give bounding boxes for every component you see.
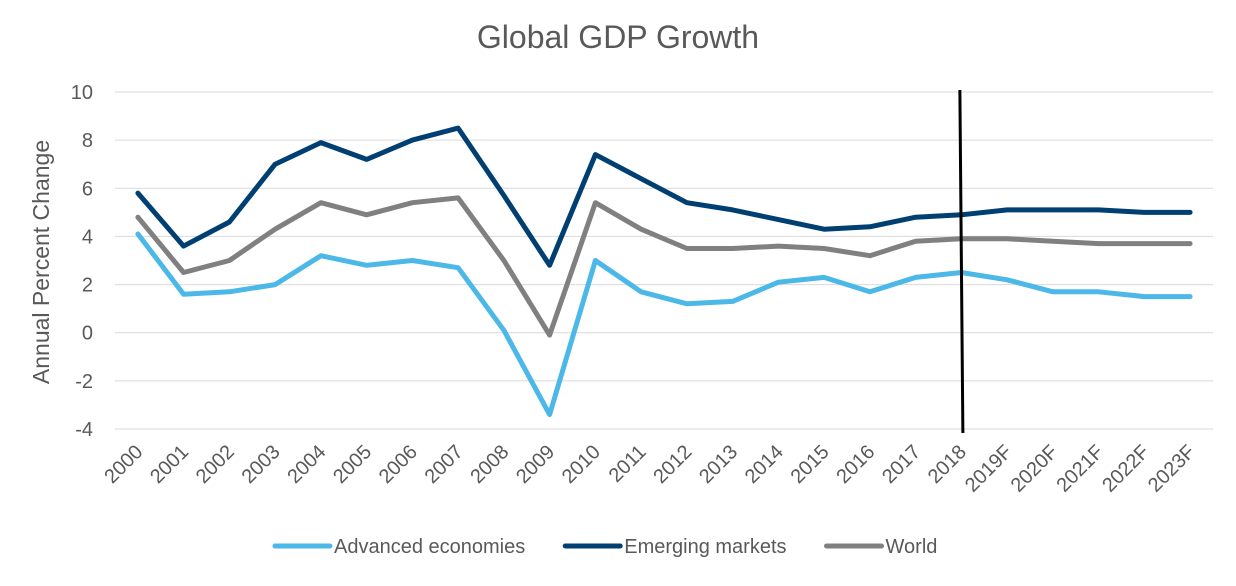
legend-label: World	[886, 536, 938, 558]
x-tick-label: 2002	[192, 441, 239, 488]
x-tick-label: 2003	[238, 441, 285, 488]
x-tick-label: 2014	[741, 441, 788, 488]
legend-label: Advanced economies	[334, 536, 525, 558]
y-tick-label: 10	[71, 82, 93, 104]
annotations	[958, 89, 965, 434]
legend: Advanced economies Emerging markets World	[272, 536, 938, 558]
y-tick-label: -2	[75, 371, 93, 393]
series-line-world	[135, 195, 1193, 338]
y-tick-label: 6	[82, 178, 93, 200]
x-tick-label: 2020F	[1007, 441, 1063, 497]
y-tick-label: -4	[75, 419, 93, 441]
y-tick-label: 2	[82, 275, 93, 297]
x-tick-label: 2022F	[1098, 441, 1154, 497]
legend-item: Advanced economies	[272, 536, 525, 558]
x-tick-label: 2019F	[961, 441, 1017, 497]
y-tick-label: 0	[82, 323, 93, 345]
x-tick-label: 2012	[649, 441, 696, 488]
y-tick-label: 8	[82, 130, 93, 152]
y-axis-title: Annual Percent Change	[28, 140, 54, 384]
legend-label: Emerging markets	[624, 536, 786, 558]
x-tick-label: 2017	[878, 441, 925, 488]
x-tick-label: 2005	[329, 441, 376, 488]
series-line-advanced-economies	[135, 231, 1193, 418]
y-axis-tick-labels: 10 8 6 4 2 0 -2 -4	[71, 82, 93, 441]
x-tick-label: 2004	[283, 441, 330, 488]
x-tick-label: 2001	[146, 441, 193, 488]
x-tick-label: 2013	[695, 441, 742, 488]
x-tick-label: 2015	[787, 441, 834, 488]
x-tick-label: 2011	[605, 441, 651, 487]
y-tick-label: 4	[82, 226, 93, 248]
x-axis-tick-labels: 2000200120022003200420052006200720082009…	[100, 441, 1199, 497]
x-tick-label: 2010	[558, 441, 605, 488]
x-tick-label: 2007	[421, 441, 468, 488]
x-tick-label: 2008	[466, 441, 513, 488]
gridlines	[115, 91, 1213, 430]
chart-title: Global GDP Growth	[477, 19, 759, 55]
vertical-marker-line	[958, 89, 965, 434]
x-tick-label: 2000	[100, 441, 147, 488]
series-lines	[135, 125, 1193, 418]
x-tick-label: 2009	[512, 441, 559, 488]
series-line-emerging-markets	[135, 125, 1193, 268]
legend-item: World	[824, 536, 938, 558]
x-tick-label: 2006	[375, 441, 422, 488]
x-tick-label: 2016	[832, 441, 879, 488]
x-tick-label: 2021F	[1052, 441, 1108, 497]
x-tick-label: 2023F	[1144, 441, 1200, 497]
legend-item: Emerging markets	[562, 536, 787, 558]
